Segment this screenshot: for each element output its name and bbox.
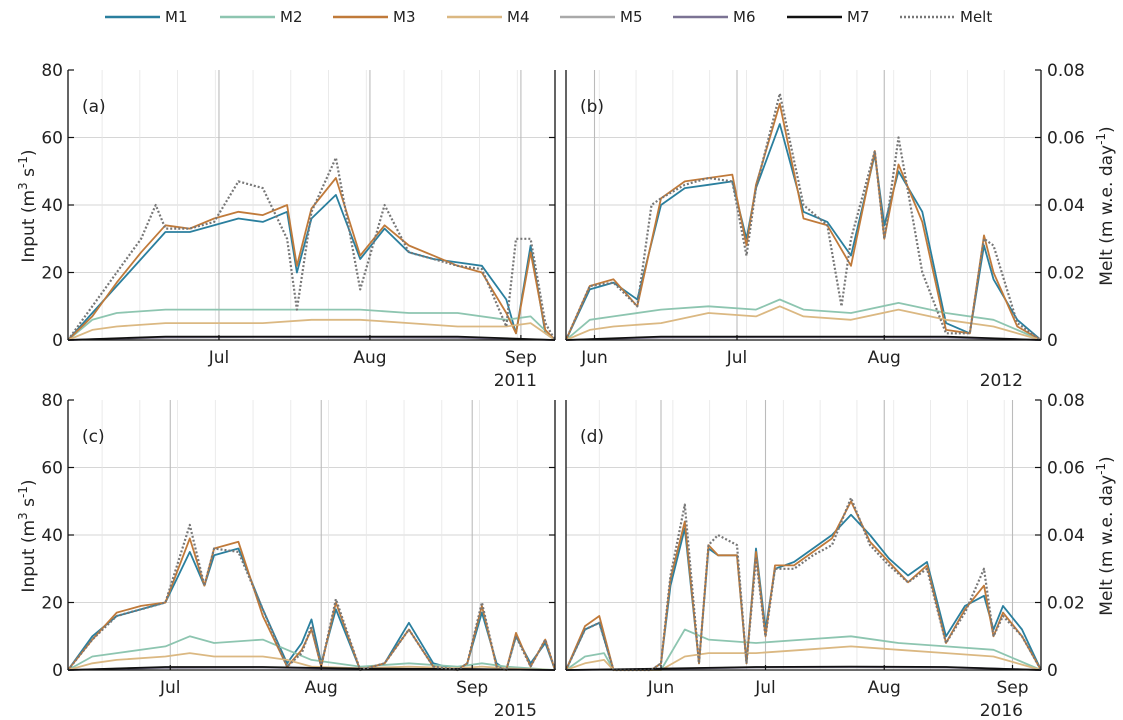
panel-d: 0 0.02 0.04 0.06 0.08 Jun Jul Aug Sep 2016 (d): [565, 391, 1085, 720]
legend-entry-m1: M1: [105, 8, 188, 26]
series-line-m4: [67, 652, 556, 671]
x-tick-label: Aug: [353, 348, 386, 368]
series-line-m2: [67, 635, 556, 671]
series-line-m7: [67, 666, 556, 671]
y2-tick-label: 0.08: [1047, 61, 1085, 81]
series-line-m2: [565, 628, 1042, 671]
y2-tick-label: 0.06: [1047, 459, 1085, 479]
year-label: 2012: [980, 371, 1023, 391]
panel-b: 0 0.02 0.04 0.06 0.08 Jun Jul Aug 2012 (b): [564, 61, 1085, 391]
legend-entry-m4: M4: [447, 8, 530, 26]
legend-entry-m2: M2: [220, 8, 303, 26]
y-tick-label: 40: [41, 526, 63, 546]
series-line-melt: [564, 92, 1042, 341]
y2-tick-label: 0.04: [1047, 196, 1085, 216]
year-label: 2015: [494, 701, 537, 720]
legend-label-m5: M5: [620, 8, 643, 26]
y2-tick-label: 0.06: [1047, 129, 1085, 149]
legend: M1 M2 M3 M4 M5 M6 M7 Melt: [105, 8, 992, 26]
y-tick-label: 0: [52, 331, 63, 351]
x-tick-label: Jul: [754, 678, 776, 698]
panel-label: (a): [82, 97, 106, 117]
legend-label-m7: M7: [847, 8, 870, 26]
legend-label-m1: M1: [165, 8, 188, 26]
left-axis-label-top: Input (m3 s-1): [16, 149, 39, 262]
legend-entry-melt: Melt: [900, 8, 992, 26]
series-line-melt: [565, 496, 1042, 672]
right-axis-label-bottom: Melt (m w.e. day-1): [1094, 456, 1117, 615]
series-line-melt: [67, 523, 557, 672]
svg-text:Melt (m w.e. day-1): Melt (m w.e. day-1): [1094, 126, 1117, 285]
legend-entry-m5: M5: [560, 8, 643, 26]
y2-tick-label: 0.02: [1047, 594, 1085, 614]
y-tick-label: 20: [41, 264, 63, 284]
y-tick-label: 20: [41, 594, 63, 614]
svg-text:Melt (m w.e. day-1): Melt (m w.e. day-1): [1094, 456, 1117, 615]
x-tick-label: Jul: [208, 348, 230, 368]
series-line-m2: [67, 308, 556, 341]
y-tick-label: 60: [41, 459, 63, 479]
y-tick-label: 60: [41, 129, 63, 149]
series-line-m3: [565, 102, 1042, 341]
y-tick-label: 80: [41, 391, 63, 411]
panels: 0 20 40 60 80 Jul Aug Sep 2011 (a) 0 0.02 0.04 0.06 0.…: [41, 61, 1085, 720]
series-line-m1: [565, 513, 1042, 671]
x-tick-label: Aug: [868, 678, 901, 698]
series-line-m3: [565, 500, 1042, 671]
y-tick-label: 40: [41, 196, 63, 216]
y-tick-label: 0: [52, 661, 63, 681]
legend-label-m2: M2: [280, 8, 303, 26]
right-axis-label-top: Melt (m w.e. day-1): [1094, 126, 1117, 285]
series-line-m1: [565, 123, 1042, 341]
panel-label: (b): [580, 97, 604, 117]
series-line-m2: [565, 298, 1042, 341]
legend-entry-m7: M7: [787, 8, 870, 26]
panel-label: (d): [580, 427, 604, 447]
series-line-m7: [67, 335, 556, 341]
series-line-m1: [67, 193, 556, 341]
x-tick-label: Sep: [456, 678, 488, 698]
series-line-m4: [565, 305, 1042, 341]
y2-tick-label: 0.02: [1047, 264, 1085, 284]
series-line-m4: [67, 318, 556, 341]
y2-tick-label: 0: [1047, 331, 1058, 351]
panel-c: 0 20 40 60 80 Jul Aug Sep 2015 (c): [41, 391, 557, 720]
svg-text:Input (m3 s-1): Input (m3 s-1): [16, 149, 39, 262]
x-tick-label: Sep: [996, 678, 1028, 698]
x-tick-label: Jul: [726, 348, 748, 368]
panel-label: (c): [82, 427, 105, 447]
legend-label-m6: M6: [733, 8, 756, 26]
series-line-melt: [67, 156, 556, 341]
y2-tick-label: 0.04: [1047, 526, 1085, 546]
x-tick-label: Aug: [868, 348, 901, 368]
x-tick-label: Sep: [505, 348, 537, 368]
year-label: 2011: [494, 371, 537, 391]
series-line-m7: [565, 665, 1042, 671]
left-axis-label-bottom: Input (m3 s-1): [16, 479, 39, 592]
y2-tick-label: 0: [1047, 661, 1058, 681]
legend-entry-m3: M3: [333, 8, 416, 26]
legend-label-melt: Melt: [960, 8, 992, 26]
series-line-m7: [565, 335, 1042, 341]
y-tick-label: 80: [41, 61, 63, 81]
x-tick-label: Aug: [305, 678, 338, 698]
x-tick-label: Jun: [580, 348, 608, 368]
legend-entry-m6: M6: [673, 8, 756, 26]
panel-a: 0 20 40 60 80 Jul Aug Sep 2011 (a): [41, 61, 556, 391]
x-tick-label: Jul: [159, 678, 181, 698]
legend-label-m4: M4: [507, 8, 530, 26]
x-tick-label: Jun: [647, 678, 675, 698]
year-label: 2016: [980, 701, 1023, 720]
y2-tick-label: 0.08: [1047, 391, 1085, 411]
series-line-m4: [565, 645, 1042, 671]
svg-text:Input (m3 s-1): Input (m3 s-1): [16, 479, 39, 592]
legend-label-m3: M3: [393, 8, 416, 26]
